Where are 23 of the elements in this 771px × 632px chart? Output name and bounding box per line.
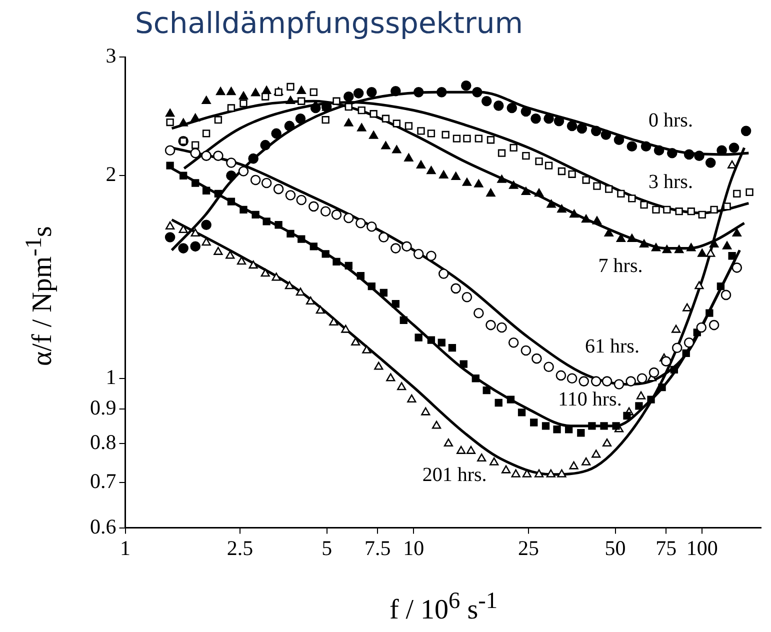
- y-tick-label: 0.6: [90, 514, 116, 538]
- annotation: 110 hrs.: [558, 388, 622, 410]
- annotation: 61 hrs.: [585, 335, 640, 358]
- y-tick-label: 0.7: [90, 469, 116, 494]
- annotation: 0 hrs.: [648, 109, 693, 132]
- x-tick-label: 7.5: [364, 536, 391, 560]
- y-tick-label: 3: [106, 44, 116, 68]
- y-tick-label: 2: [106, 162, 116, 186]
- annotation: 201 hrs.: [422, 464, 487, 486]
- x-axis-title: f / 10$^{6}$ s$^{-1}$: [388, 588, 499, 626]
- y-tick-label: 0.9: [90, 396, 116, 420]
- annotation: 7 hrs.: [598, 254, 643, 277]
- x-tick-label: 10: [403, 536, 424, 560]
- y-tick-label: 0.8: [90, 430, 116, 454]
- x-tick-label: 75: [656, 536, 677, 560]
- y-tick-label: 1: [106, 364, 116, 389]
- chart-title: Schalldämpfungsspektrum: [135, 6, 524, 40]
- annotation: 3 hrs.: [648, 170, 693, 193]
- x-tick-label: 100: [686, 536, 718, 560]
- x-tick-label: 2.5: [226, 536, 254, 560]
- x-tick-label: 5: [322, 536, 332, 560]
- x-tick-label: 25: [518, 536, 539, 560]
- x-tick-label: 50: [604, 536, 626, 560]
